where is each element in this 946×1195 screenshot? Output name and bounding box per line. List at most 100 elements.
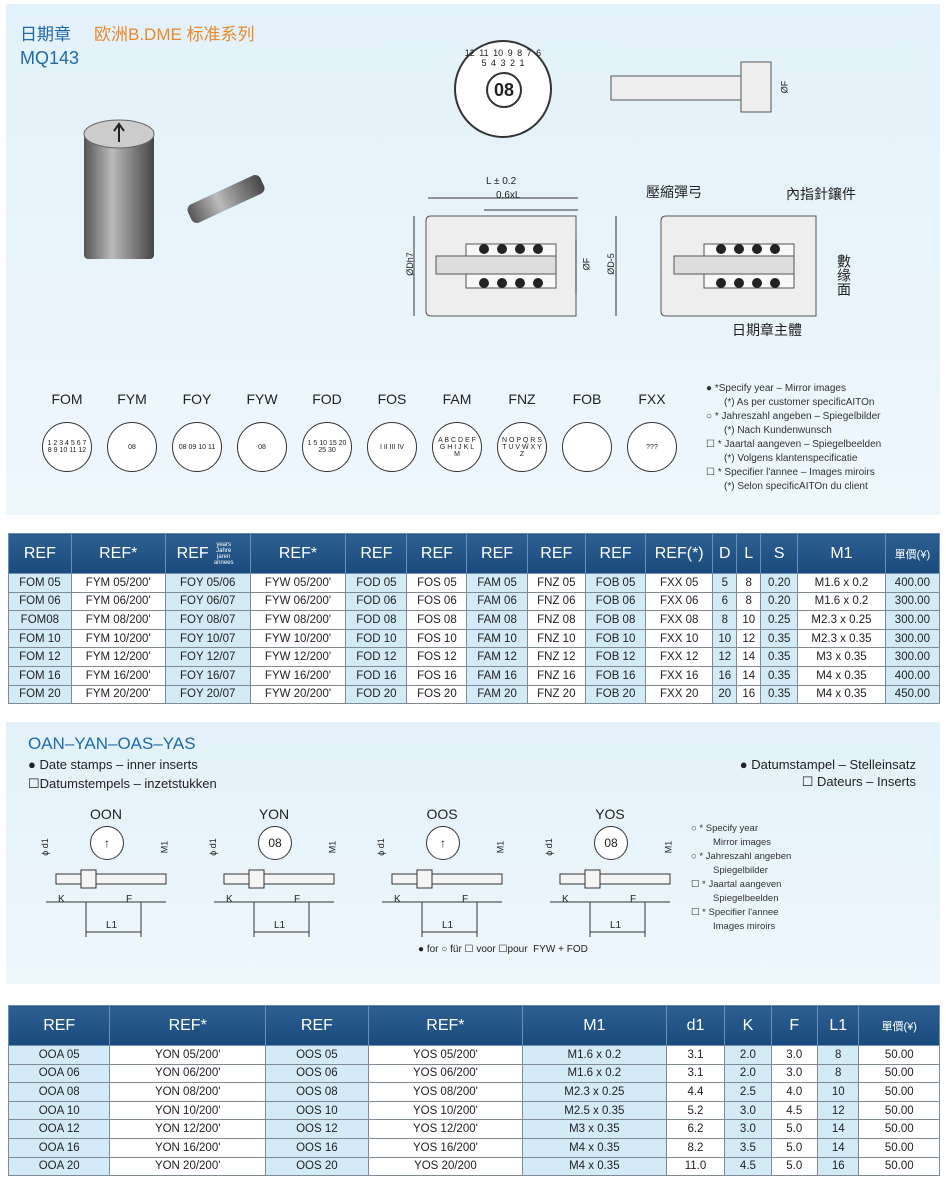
table-row: OOA 05 YON 05/200' OOS 05 YOS 05/200' M1.6 x…	[7, 1045, 940, 1065]
insert-dial-icon: ↑	[426, 826, 460, 860]
type-dial-icon: 08 09 10 11	[172, 422, 222, 472]
column-header: REF*	[70, 533, 166, 574]
column-header: REF	[8, 533, 72, 574]
type-code: FNZ	[508, 391, 536, 407]
table-row: FOM08 FYM 08/200' FOY 08/07 FYW 08/200' FOD …	[8, 610, 941, 630]
product-photo	[83, 119, 265, 259]
table-row: OOA 10 YON 10/200' OOS 10 YOS 10/200' M2.5 x…	[7, 1100, 940, 1121]
inserts-table: REF REF* REF REF* M1 d1 K F L1 單價(¥) OOA 05 YON 05/…	[7, 1005, 940, 1177]
column-header: REF	[7, 1005, 111, 1046]
column-header: D	[712, 533, 738, 574]
column-header: REF	[406, 533, 468, 574]
filled-circle-icon: ●	[739, 757, 748, 772]
insert-side-view	[610, 61, 772, 113]
table-row: FOM 05 FYM 05/200' FOY 05/06 FYW 05/200' FOD…	[8, 573, 941, 593]
column-header: M1	[797, 533, 886, 574]
column-header: REF(*)	[645, 533, 714, 574]
column-header: REF	[584, 533, 647, 574]
column-header: 單價(¥)	[884, 533, 941, 574]
type-dial-icon: N O P Q R S T U V W X Y Z	[497, 422, 547, 472]
type-code: FXX	[638, 391, 666, 407]
open-square-icon: ☐	[706, 467, 715, 478]
stamp-table: REF REF* REFyears Jahre jaren annees REF* RE…	[8, 533, 941, 705]
open-square-icon: ☐	[28, 776, 40, 791]
label-spring: 壓縮彈弓	[646, 184, 702, 200]
open-circle-icon: ○	[706, 411, 713, 422]
insert-dial-icon: 08	[594, 826, 628, 860]
type-code: FOY	[182, 391, 212, 407]
date-dial-diagram: 12 11 10 9 8 7 6 5 4 3 2 1 08	[454, 40, 552, 138]
table-row: OOA 12 YON 12/200' OOS 12 YOS 12/200' M3 x 0…	[7, 1119, 940, 1139]
table-row: FOM 12 FYM 12/200' FOY 12/07 FYW 12/200' FOD…	[8, 647, 941, 667]
series-title: 欧洲B.DME 标准系列	[94, 25, 255, 44]
table-row: FOM 20 FYM 20/200' FOY 20/07 FYW 20/200' FOD…	[8, 684, 941, 705]
legend-2: ○ * Specify year Mirror images ○ * Jahresz…	[691, 823, 792, 932]
inserts-panel: OAN–YAN–OAS–YAS ● Date stamps – inner in…	[6, 722, 940, 984]
legend-marker-icon: ○	[691, 851, 697, 862]
column-header: F	[770, 1005, 818, 1046]
type-dial-icon: 08	[107, 422, 157, 472]
table-row: FOM 16 FYM 16/200' FOY 16/07 FYW 16/200' FOD…	[8, 665, 941, 686]
table-row: OOA 16 YON 16/200' OOS 16 YOS 16/200' M4 x 0…	[7, 1137, 940, 1158]
type-code: FAM	[442, 391, 472, 407]
column-header: REF	[265, 1005, 369, 1046]
product-overview-panel: 日期章 欧洲B.DME 标准系列 MQ143 12 11 10 9 8 7 6 …	[6, 4, 940, 515]
type-code: FOB	[572, 391, 602, 407]
type-dial-icon: 1 2 3 4 5 6 7 8 9 10 11 12	[42, 422, 92, 472]
type-dial-icon: 1 5 10 15 20 25 30	[302, 422, 352, 472]
legend-marker-icon: ☐	[691, 879, 700, 890]
legend-1: ● *Specify year – Mirror images (*) As pe…	[706, 383, 882, 492]
column-header: REF	[526, 533, 586, 574]
column-header: d1	[665, 1005, 726, 1046]
insert-drawing	[550, 869, 671, 937]
insert-dial-icon: 08	[258, 826, 292, 860]
section-title: OAN–YAN–OAS–YAS	[28, 734, 196, 753]
type-dial-icon: I II III IV	[367, 422, 417, 472]
type-code: FOM	[51, 391, 83, 407]
insert-code: YON	[258, 806, 290, 822]
type-code: FYW	[246, 391, 278, 407]
insert-dial-icon: ↑	[90, 826, 124, 860]
type-code: FYM	[117, 391, 147, 407]
table-row: FOM 06 FYM 06/200' FOY 06/07 FYW 06/200' FOD…	[8, 591, 941, 612]
filled-circle-icon: ●	[706, 383, 713, 394]
column-header: L1	[816, 1005, 860, 1046]
usage-footnote: ● for ○ für ☐ voor ☐pour FYW + FOD	[418, 944, 588, 955]
legend-marker-icon: ☐	[691, 907, 700, 918]
insert-code: YOS	[595, 806, 625, 822]
column-header: M1	[522, 1005, 667, 1046]
column-header: L	[736, 533, 762, 574]
insert-drawing	[214, 869, 335, 937]
column-header: REF*	[249, 533, 347, 574]
legend-marker-icon: ○	[691, 823, 697, 834]
model-code: MQ143	[20, 48, 80, 68]
column-header: K	[724, 1005, 772, 1046]
column-header: REF*	[109, 1005, 266, 1046]
cross-section-drawings	[413, 197, 817, 317]
insert-drawing	[46, 869, 167, 937]
column-header: REFyears Jahre jaren annees	[164, 533, 251, 574]
table-row: OOA 06 YON 06/200' OOS 06 YOS 06/200' M1.6 x…	[7, 1063, 940, 1084]
type-dial-icon	[562, 422, 612, 472]
type-code: FOD	[312, 391, 342, 407]
label-body: 日期章主體	[732, 322, 802, 338]
table-row: FOM 10 FYM 10/200' FOY 10/07 FYW 10/200' FOD…	[8, 628, 941, 649]
open-square-icon: ☐	[801, 774, 814, 789]
column-header: REF	[345, 533, 408, 574]
label-face: 數缘面	[836, 254, 852, 296]
table-row: OOA 20 YON 20/200' OOS 20 YOS 20/200 M4 x 0.…	[7, 1156, 940, 1177]
type-dial-icon: A B C D E F G H I J K L M	[432, 422, 482, 472]
insert-drawing	[382, 869, 503, 937]
type-dial-icon: 08	[237, 422, 287, 472]
insert-code: OON	[90, 806, 122, 822]
filled-circle-icon: ●	[28, 757, 36, 772]
open-square-icon: ☐	[706, 439, 715, 450]
table-row: OOA 08 YON 08/200' OOS 08 YOS 08/200' M2.3 x…	[7, 1082, 940, 1102]
title-cn: 日期章	[20, 25, 71, 44]
insert-code: OOS	[426, 806, 458, 822]
type-code: FOS	[377, 391, 407, 407]
column-header: 單價(¥)	[858, 1005, 940, 1046]
column-header: REF	[466, 533, 528, 574]
column-header: REF*	[367, 1005, 524, 1046]
column-header: S	[760, 533, 799, 574]
